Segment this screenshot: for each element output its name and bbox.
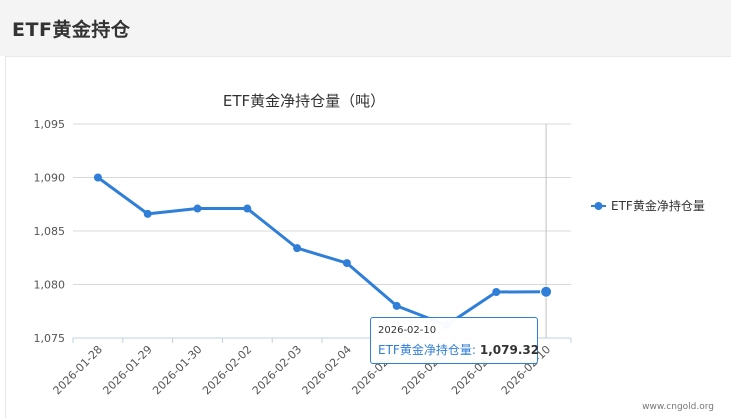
y-tick-label: 1,075 [34, 332, 66, 345]
page-header: ETF黄金持仓 [0, 0, 731, 56]
series-line [97, 176, 547, 327]
tooltip-value: 1,079.32 [479, 343, 540, 357]
y-tick-label: 1,080 [34, 279, 66, 292]
x-tick-label: 2026-02-03 [250, 343, 304, 397]
data-point[interactable] [143, 209, 152, 218]
tooltip-date: 2026-02-10 [378, 325, 437, 336]
data-point[interactable] [540, 285, 553, 298]
data-point[interactable] [492, 287, 501, 296]
data-tooltip: 2026-02-10 ETF黄金净持仓量: 1,079.32 [370, 317, 539, 364]
chart-title: ETF黄金净持仓量（吨） [223, 92, 385, 110]
tooltip-row: ETF黄金净持仓量: 1,079.32 [378, 341, 539, 358]
y-tick-label: 1,085 [34, 225, 66, 238]
legend-marker-icon [594, 202, 603, 210]
page-title: ETF黄金持仓 [12, 19, 131, 41]
tooltip-series-label: ETF黄金净持仓量: [378, 343, 476, 357]
legend-label[interactable]: ETF黄金净持仓量 [611, 198, 705, 213]
legend[interactable]: ETF黄金净持仓量 [591, 198, 705, 213]
chart-panel: ETF黄金净持仓量（吨） 1,095 1,090 1,085 1,080 1,075 2… [5, 56, 731, 418]
data-point[interactable] [392, 301, 401, 310]
data-point[interactable] [243, 204, 252, 213]
y-axis: 1,095 1,090 1,085 1,080 1,075 [34, 118, 66, 345]
y-tick-label: 1,090 [34, 172, 66, 185]
x-tick-label: 2026-01-30 [150, 343, 204, 397]
series-layer [93, 124, 553, 338]
data-point[interactable] [93, 173, 102, 182]
y-tick-label: 1,095 [34, 118, 66, 131]
line-chart: ETF黄金净持仓量（吨） 1,095 1,090 1,085 1,080 1,075 2… [34, 92, 715, 412]
x-tick-label: 2026-02-04 [300, 343, 354, 397]
data-point[interactable] [342, 259, 351, 268]
x-tick-label: 2026-02-02 [200, 343, 254, 397]
data-point[interactable] [193, 204, 202, 213]
x-tick-label: 2026-01-29 [100, 343, 154, 397]
grid-lines [73, 123, 571, 339]
chart-credit[interactable]: www.cngold.org [642, 402, 714, 412]
x-tick-label: 2026-01-28 [51, 343, 105, 397]
data-point[interactable] [293, 244, 302, 253]
